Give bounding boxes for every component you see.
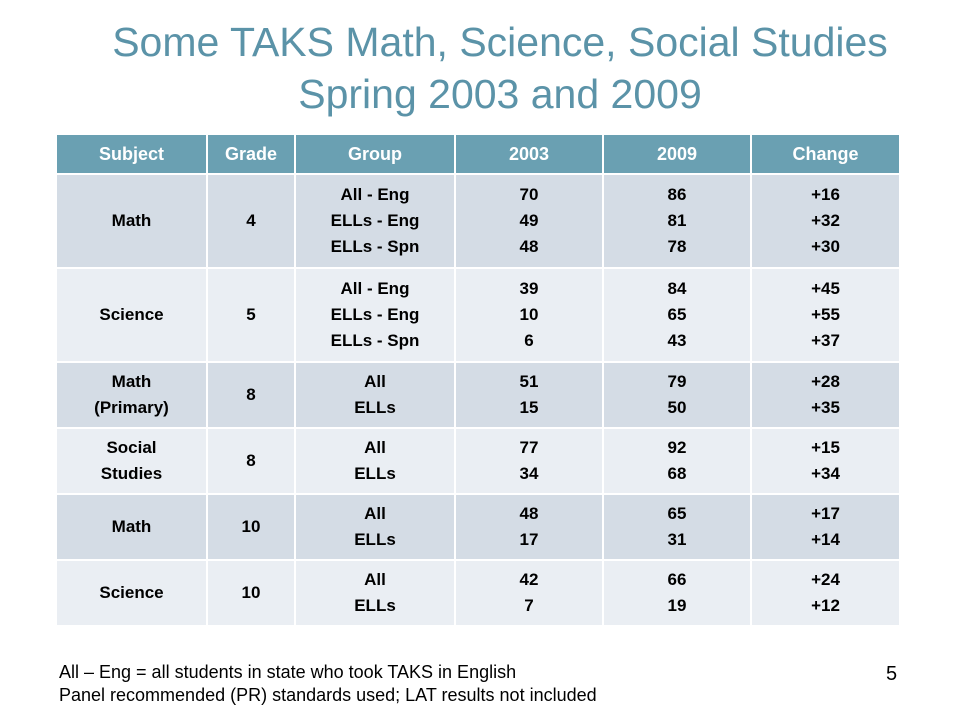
header-subject: Subject	[57, 135, 207, 174]
cell-group: All - Eng ELLs - Eng ELLs - Spn	[294, 173, 455, 268]
table-row: Science 5 All - Eng ELLs - Eng ELLs - Sp…	[57, 267, 899, 362]
title-line-1: Some TAKS Math, Science, Social Studies	[112, 19, 888, 65]
title-line-2: Spring 2003 and 2009	[298, 71, 702, 117]
cell-group: All ELLs	[294, 559, 455, 625]
cell-2003: 77 34	[454, 427, 603, 494]
table-row: Math 4 All - Eng ELLs - Eng ELLs - Spn 7…	[57, 173, 899, 268]
cell-grade: 5	[206, 267, 295, 362]
cell-2003: 39 10 6	[454, 267, 603, 362]
cell-group: All - Eng ELLs - Eng ELLs - Spn	[294, 267, 455, 362]
footnote-line-1: All – Eng = all students in state who to…	[59, 662, 517, 682]
cell-subject: Science	[57, 559, 207, 625]
cell-grade: 8	[206, 427, 295, 494]
header-2009: 2009	[602, 135, 751, 174]
cell-2009: 66 19	[602, 559, 751, 625]
cell-grade: 10	[206, 559, 295, 625]
table-row: Social Studies 8 All ELLs 77 34 92 68 +1…	[57, 427, 899, 494]
cell-2003: 42 7	[454, 559, 603, 625]
slide-number: 5	[886, 663, 898, 685]
footnote-line-2: Panel recommended (PR) standards used; L…	[59, 685, 597, 705]
cell-grade: 8	[206, 361, 295, 428]
cell-2009: 84 65 43	[602, 267, 751, 362]
table-row: Science 10 All ELLs 42 7 66 19 +24 +12	[57, 559, 899, 625]
header-grade: Grade	[206, 135, 295, 174]
cell-2003: 51 15	[454, 361, 603, 428]
cell-grade: 4	[206, 173, 295, 268]
cell-grade: 10	[206, 493, 295, 560]
cell-subject: Math	[57, 493, 207, 560]
cell-2009: 65 31	[602, 493, 751, 560]
cell-group: All ELLs	[294, 427, 455, 494]
cell-2009: 92 68	[602, 427, 751, 494]
cell-group: All ELLs	[294, 493, 455, 560]
cell-2003: 48 17	[454, 493, 603, 560]
header-2003: 2003	[454, 135, 603, 174]
cell-2009: 86 81 78	[602, 173, 751, 268]
cell-change: +16 +32 +30	[750, 173, 899, 268]
slide-title: Some TAKS Math, Science, Social Studies …	[60, 16, 940, 120]
cell-subject: Science	[57, 267, 207, 362]
cell-subject: Math	[57, 173, 207, 268]
cell-change: +24 +12	[750, 559, 899, 625]
cell-change: +17 +14	[750, 493, 899, 560]
cell-change: +15 +34	[750, 427, 899, 494]
cell-group: All ELLs	[294, 361, 455, 428]
header-group: Group	[294, 135, 455, 174]
cell-change: +45 +55 +37	[750, 267, 899, 362]
cell-change: +28 +35	[750, 361, 899, 428]
results-table: Subject Grade Group 2003 2009 Change Mat…	[57, 135, 899, 625]
header-change: Change	[750, 135, 899, 174]
cell-2003: 70 49 48	[454, 173, 603, 268]
cell-2009: 79 50	[602, 361, 751, 428]
footnote: All – Eng = all students in state who to…	[59, 661, 597, 707]
cell-subject: Social Studies	[57, 427, 207, 494]
table-row: Math (Primary) 8 All ELLs 51 15 79 50 +2…	[57, 361, 899, 428]
table-header-row: Subject Grade Group 2003 2009 Change	[57, 135, 899, 174]
table-row: Math 10 All ELLs 48 17 65 31 +17 +14	[57, 493, 899, 560]
cell-subject: Math (Primary)	[57, 361, 207, 428]
